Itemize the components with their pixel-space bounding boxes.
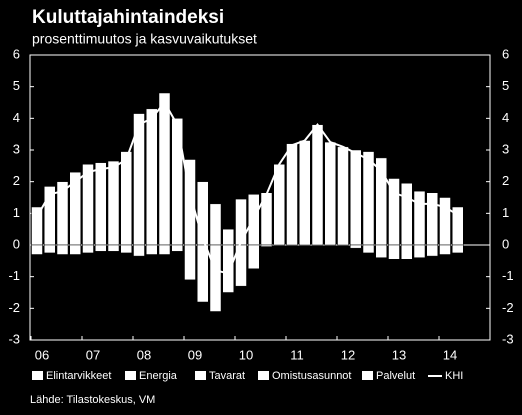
bar-positive <box>107 160 120 246</box>
bar-positive <box>146 108 158 246</box>
bar-positive <box>69 171 81 246</box>
legend-label: Omistusasunnot <box>272 370 351 382</box>
y2-tick-label: 2 <box>502 173 509 188</box>
legend-label: Tavarat <box>209 370 245 382</box>
y2-tick-label: -3 <box>502 331 514 346</box>
chart-subtitle: prosenttimuutos ja kasvuvaikutukset <box>32 31 257 47</box>
bar-negative <box>171 244 183 252</box>
bar-negative <box>133 244 145 257</box>
bar-negative <box>56 244 69 255</box>
bar-positive <box>171 118 183 246</box>
x-tick-label: 13 <box>392 347 406 362</box>
legend-label: Elintarvikkeet <box>46 370 111 382</box>
bar-negative <box>197 244 209 303</box>
y-tick-label: 0 <box>13 236 20 251</box>
bar-negative <box>209 244 222 312</box>
bar-positive <box>31 206 43 246</box>
bar-negative <box>452 244 464 254</box>
bar-negative <box>69 244 81 255</box>
bar-positive <box>362 151 375 246</box>
bar-negative <box>44 244 56 254</box>
bar-positive <box>222 228 234 246</box>
bar-positive <box>120 151 132 246</box>
y-tick-label: -2 <box>8 300 20 315</box>
y2-tick-label: 6 <box>502 46 509 61</box>
khi-line <box>36 100 459 275</box>
y2-tick-label: -2 <box>502 300 514 315</box>
legend-label: Palvelut <box>376 370 415 382</box>
y-tick-label: 1 <box>13 205 20 220</box>
legend-swatch <box>125 371 136 380</box>
bar-negative <box>158 244 171 255</box>
legend-swatch <box>195 371 206 380</box>
y-tick-label: 2 <box>13 173 20 188</box>
bar-negative <box>107 244 120 252</box>
y2-tick-label: 1 <box>502 205 509 220</box>
bar-positive <box>439 197 451 246</box>
bar-negative <box>362 244 375 254</box>
y2-tick-label: 4 <box>502 110 509 125</box>
bar-negative <box>388 244 400 260</box>
bar-negative <box>222 244 234 293</box>
bar-negative <box>82 244 94 254</box>
y-tick-label: 4 <box>13 110 20 125</box>
legend-swatch <box>32 371 43 380</box>
bar-positive <box>158 92 171 246</box>
y-tick-label: 6 <box>13 46 20 61</box>
y2-tick-label: 0 <box>502 236 509 251</box>
bar-negative <box>350 244 362 249</box>
bar-negative <box>235 244 247 287</box>
bar-negative <box>95 244 107 252</box>
bar-positive <box>413 190 426 246</box>
y-tick-label: 3 <box>13 141 20 156</box>
legend-label: Energia <box>139 370 178 382</box>
bar-negative <box>439 244 451 255</box>
bar-positive <box>95 162 107 246</box>
bar-positive <box>401 183 413 246</box>
bar-negative <box>260 244 273 247</box>
plot-frame <box>29 54 491 341</box>
x-tick-label: 11 <box>290 347 304 362</box>
legend-label: KHI <box>445 370 463 382</box>
bar-positive <box>337 146 349 246</box>
bar-negative <box>146 244 158 255</box>
bar-positive <box>286 143 298 246</box>
source: Lähde: Tilastokeskus, VM <box>30 394 155 406</box>
legend-swatch <box>362 371 373 380</box>
legend-swatch <box>258 371 269 380</box>
bar-negative <box>426 244 438 257</box>
bar-positive <box>273 164 285 246</box>
y2-tick-label: -1 <box>502 268 514 283</box>
y2-tick-label: 5 <box>502 78 509 93</box>
y2-tick-label: 3 <box>502 141 509 156</box>
bar-positive <box>235 198 247 246</box>
x-tick-label: 07 <box>86 347 100 362</box>
x-tick-label: 10 <box>239 347 253 362</box>
bar-positive <box>324 141 336 246</box>
bar-positive <box>82 164 94 246</box>
x-tick-label: 12 <box>341 347 355 362</box>
chart-title: Kuluttajahintaindeksi <box>32 7 224 28</box>
bar-positive <box>299 140 311 246</box>
bar-negative <box>248 244 260 269</box>
x-tick-label: 06 <box>35 347 49 362</box>
y-tick-label: 5 <box>13 78 20 93</box>
bar-positive <box>426 192 438 246</box>
bar-positive <box>388 178 400 246</box>
bar-positive <box>311 124 324 246</box>
bar-negative <box>401 244 413 260</box>
bar-negative <box>413 244 426 258</box>
bar-positive <box>350 149 362 246</box>
bar-negative <box>31 244 43 255</box>
x-tick-label: 09 <box>188 347 202 362</box>
y-tick-label: -3 <box>8 331 20 346</box>
x-tick-label: 14 <box>443 347 457 362</box>
x-tick-label: 08 <box>137 347 151 362</box>
bar-negative <box>375 244 387 258</box>
y-tick-label: -1 <box>8 268 20 283</box>
bar-negative <box>120 244 132 254</box>
bar-positive <box>209 203 222 246</box>
bar-negative <box>184 244 196 281</box>
